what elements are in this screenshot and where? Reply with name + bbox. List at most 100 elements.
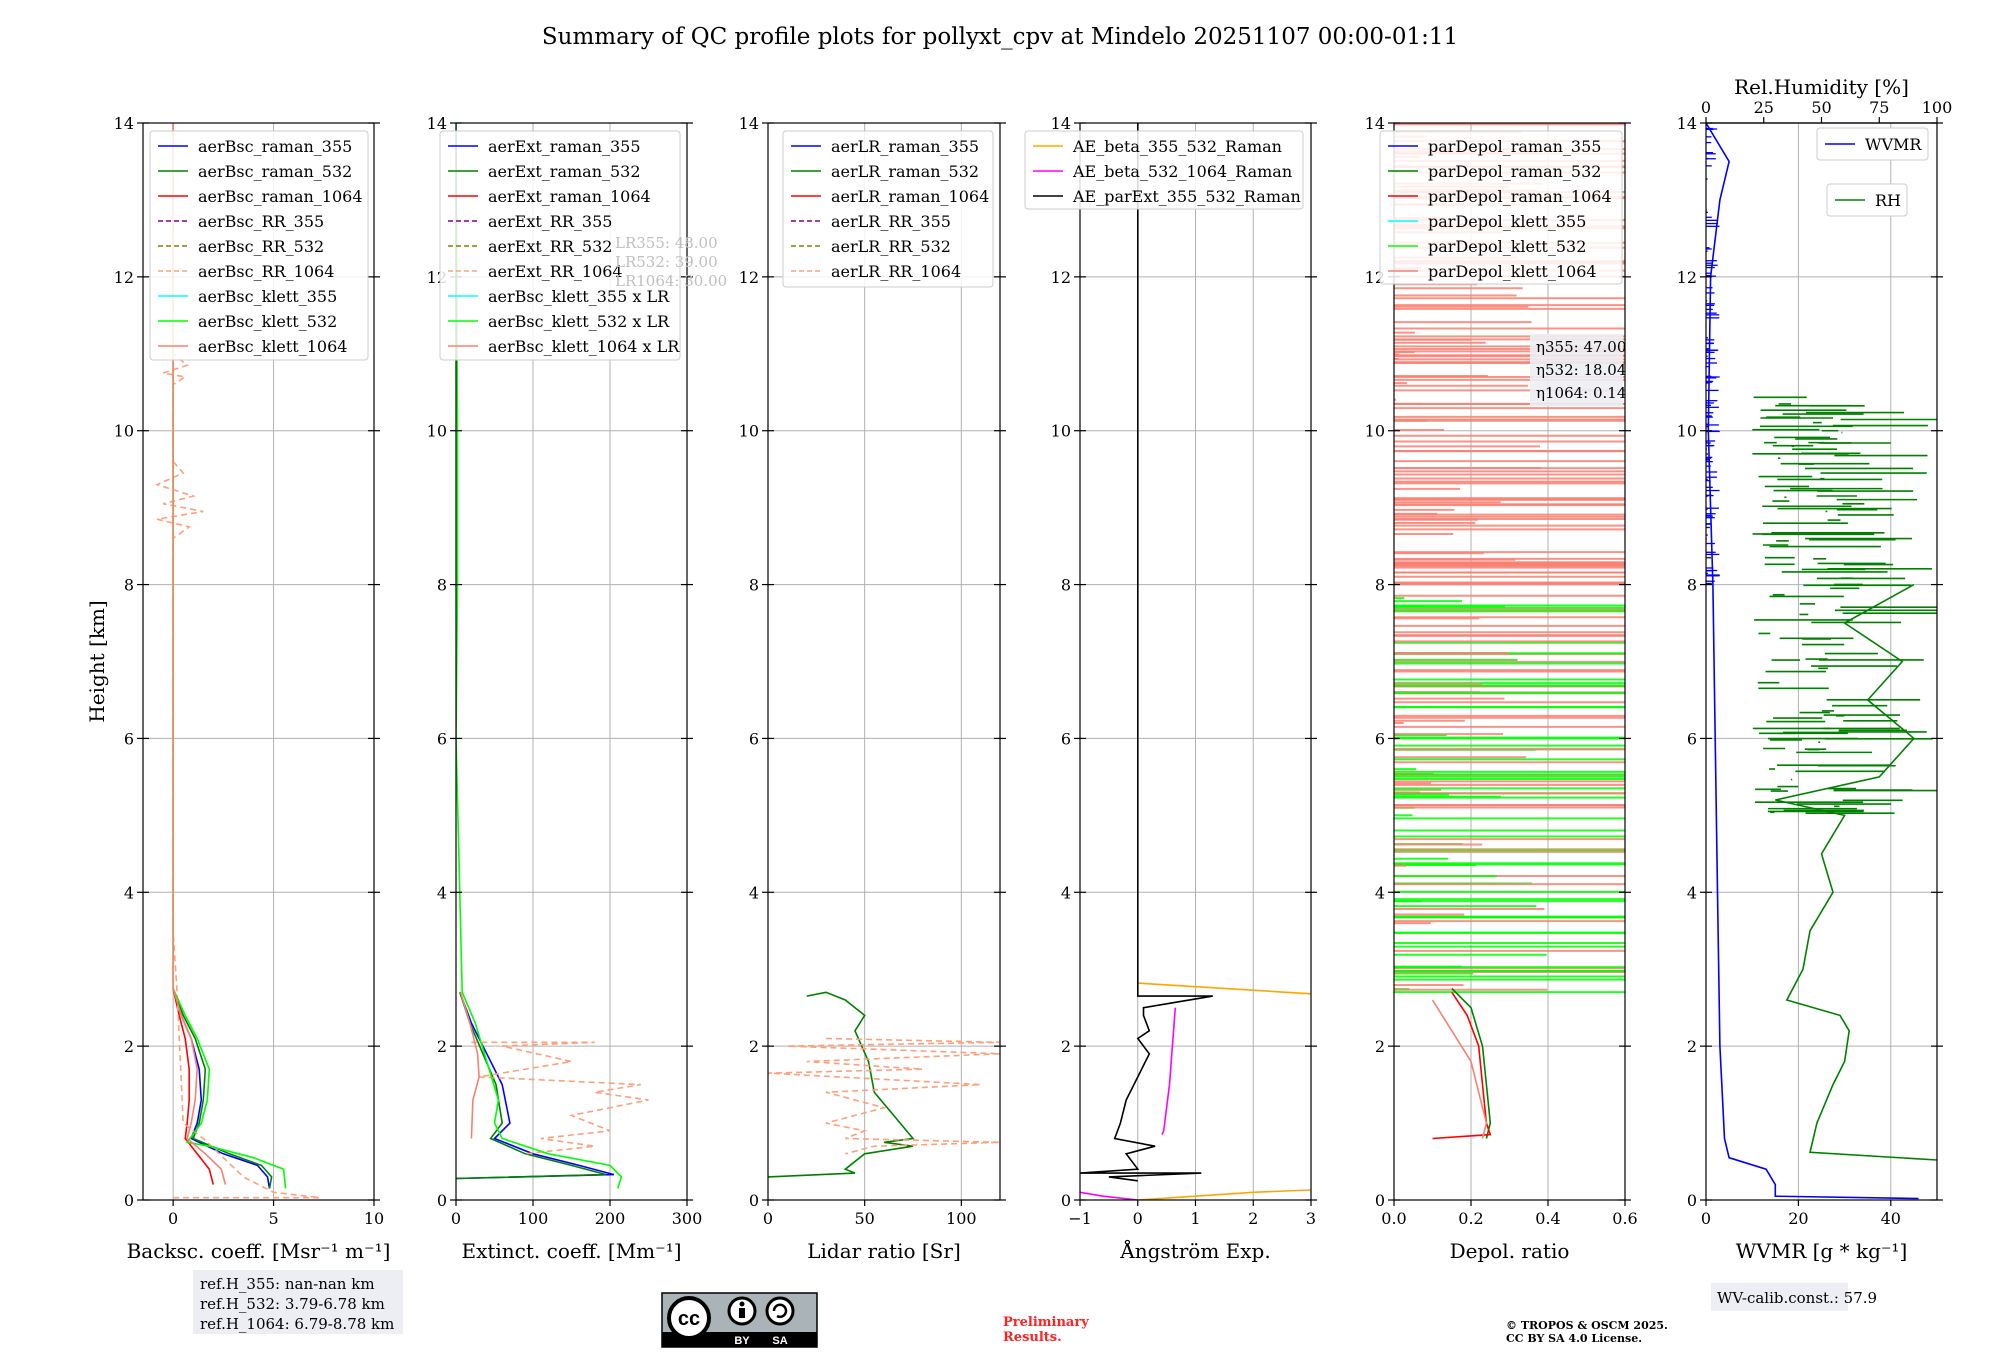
legend-label: aerExt_raman_532 [488, 162, 641, 181]
ylabel: Height [km] [85, 600, 109, 722]
cc-sa-icon [765, 1296, 795, 1326]
series-parDepol_klett_1064 [1431, 999, 1488, 1139]
series-parDepol_raman_532 [1451, 987, 1492, 1139]
ytick-label: 8 [124, 576, 134, 595]
legend-frame [1826, 183, 1908, 217]
legend-label: aerLR_RR_532 [831, 237, 951, 256]
xtick-label: 50 [854, 1209, 874, 1228]
series-aerLR_RR_1064 [768, 1037, 1000, 1155]
legend-label: aerBsc_RR_1064 [198, 262, 334, 281]
series-AE_parExt_355_532_Raman [1080, 123, 1213, 1182]
xtick-top-label: 75 [1869, 98, 1889, 117]
ytick-label: 8 [1687, 576, 1697, 595]
xtick-label: 40 [1881, 1209, 1901, 1228]
ytick-label: 12 [1051, 268, 1071, 287]
legend-label: aerBsc_klett_355 [198, 287, 337, 306]
legend-label: aerBsc_klett_532 [198, 312, 337, 331]
xtick-label: 0.4 [1535, 1209, 1560, 1228]
ytick-label: 6 [1687, 729, 1697, 748]
cc-by-icon-body [739, 1308, 745, 1318]
series-aerBsc_raman_1064 [172, 988, 215, 1185]
ytick-label: 0 [749, 1191, 759, 1210]
lr-ghost-label: LR532: 39.00 [615, 253, 718, 271]
legend-label: parDepol_raman_355 [1428, 137, 1601, 156]
series-aerBsc_raman_532 [172, 988, 273, 1189]
ytick-label: 6 [749, 729, 759, 748]
ytick-label: 2 [749, 1037, 759, 1056]
ytick-label: 14 [1051, 114, 1071, 133]
legend-label: aerBsc_RR_532 [198, 237, 324, 256]
legend-label: aerLR_RR_355 [831, 212, 951, 231]
ytick-label: 4 [124, 883, 134, 902]
ytick-label: 6 [124, 729, 134, 748]
ytick-label: 2 [124, 1037, 134, 1056]
ytick-label: 14 [1365, 114, 1385, 133]
plot-area-lr [768, 991, 1000, 1178]
xlabel-lr: Lidar ratio [Sr] [807, 1239, 961, 1263]
ytick-label: 0 [1061, 1191, 1071, 1210]
wv-calib-label: WV-calib.const.: 57.9 [1717, 1289, 1877, 1307]
legend-label: parDepol_klett_532 [1428, 237, 1586, 256]
lr-ghost-label: LR355: 48.00 [615, 234, 718, 252]
ytick-label: 4 [437, 883, 447, 902]
series-aerBsc_RR_1064 [154, 123, 320, 1199]
xtick-top-label: 25 [1754, 98, 1774, 117]
ytick-label: 10 [1365, 422, 1385, 441]
legend-label: aerBsc_klett_1064 x LR [488, 337, 680, 356]
xlabel-depol: Depol. ratio [1450, 1239, 1570, 1263]
legend-label: aerLR_raman_1064 [831, 187, 989, 206]
axes-frame-lr [767, 122, 1001, 1201]
xtick-top-label: 50 [1811, 98, 1831, 117]
series-aerBsc_klett_532 [172, 123, 287, 1189]
ytick-label: 8 [1375, 576, 1385, 595]
xtick-label: 20 [1788, 1209, 1808, 1228]
ytick-label: 10 [1051, 422, 1071, 441]
series-AE_beta_532_1064_Raman_low [1080, 1191, 1138, 1200]
cc-by-label: BY [734, 1335, 750, 1347]
legend-frame [782, 130, 994, 288]
series-RH [1775, 583, 1937, 1161]
series-AE_beta_532_1064_Raman [1161, 1007, 1177, 1135]
ytick-label: 6 [1375, 729, 1385, 748]
ytick-label: 10 [114, 422, 134, 441]
legend-label: aerBsc_klett_532 x LR [488, 312, 670, 331]
legend-label: aerLR_raman_532 [831, 162, 979, 181]
xtick-label: 10 [364, 1209, 384, 1228]
ytick-label: 10 [739, 422, 759, 441]
legend-label: AE_beta_532_1064_Raman [1072, 162, 1292, 181]
legend-label: aerBsc_klett_355 x LR [488, 287, 670, 306]
legend-frame [1024, 130, 1304, 210]
series-WVMR [1706, 123, 1919, 1200]
xtick-label: 300 [672, 1209, 703, 1228]
legend-label: aerBsc_raman_355 [198, 137, 352, 156]
cc-by-icon-head [739, 1301, 745, 1307]
series-aerExt_RR_1064 [471, 1041, 649, 1155]
eta-1: η532: 18.04 [1536, 361, 1626, 379]
series-parDepol_raman_1064 [1432, 991, 1492, 1140]
ytick-label: 12 [114, 268, 134, 287]
xlabel-ae: Ångström Exp. [1119, 1238, 1270, 1263]
xtick-label: 2 [1248, 1209, 1258, 1228]
legend-label: parDepol_raman_1064 [1428, 187, 1612, 206]
xtick-label: 0 [168, 1209, 178, 1228]
ytick-label: 2 [1375, 1037, 1385, 1056]
refH-355: ref.H_355: nan-nan km [200, 1275, 375, 1293]
legend-ae: AE_beta_355_532_Raman AE_beta_532_1064_Ra… [1024, 130, 1304, 210]
legend-frame [149, 130, 369, 361]
eta-2: η1064: 0.14 [1536, 384, 1626, 402]
legend-lr: aerLR_raman_355 aerLR_raman_532 aerLR_rama… [782, 130, 994, 288]
xlabel-ext: Extinct. coeff. [Mm⁻¹] [461, 1239, 681, 1263]
legend-frame [1816, 127, 1929, 161]
ytick-label: 8 [1061, 576, 1071, 595]
legend-label: parDepol_klett_355 [1428, 212, 1586, 231]
figure-title: Summary of QC profile plots for pollyxt_… [542, 24, 1458, 50]
legend-label: aerExt_RR_355 [488, 212, 612, 231]
ytick-label: 4 [749, 883, 759, 902]
plot-area-wv [1706, 123, 1937, 1200]
lr-ghost-label: LR1064: 30.00 [615, 272, 727, 290]
axes-frame-depol [1393, 122, 1626, 1201]
series-aerBsc_klett_532 x LR [456, 123, 623, 1189]
